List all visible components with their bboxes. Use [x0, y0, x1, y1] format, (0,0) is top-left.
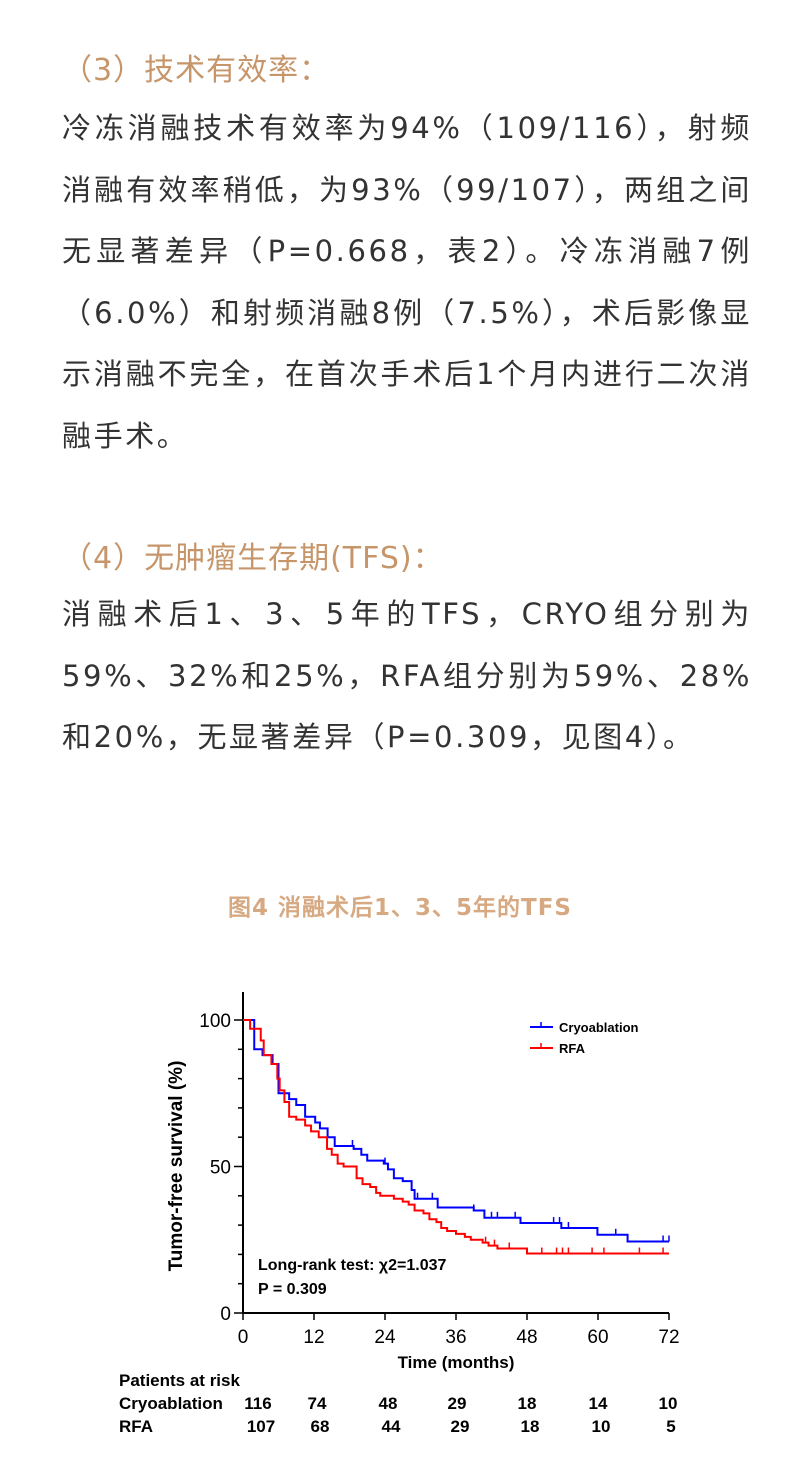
km-curve-rfa — [243, 1019, 669, 1255]
x-tick-label: 0 — [238, 1327, 249, 1348]
x-tick-label: 24 — [374, 1327, 396, 1348]
y-tick-label: 0 — [220, 1304, 231, 1325]
y-tick-label: 100 — [199, 1011, 231, 1032]
x-tick-label: 60 — [587, 1327, 608, 1348]
section-heading: （3）技术有效率： — [62, 53, 331, 88]
risk-value: 10 — [592, 1417, 611, 1436]
risk-value: 74 — [308, 1394, 327, 1413]
risk-value: 29 — [451, 1417, 470, 1436]
risk-value: 48 — [379, 1394, 398, 1413]
risk-value: 5 — [666, 1417, 675, 1436]
risk-value: 18 — [521, 1417, 540, 1436]
legend-label: RFA — [559, 1041, 586, 1056]
risk-value: 68 — [311, 1417, 330, 1436]
risk-value: 10 — [659, 1394, 678, 1413]
section-heading: （4）无肿瘤生存期(TFS)： — [62, 541, 444, 576]
risk-value: 14 — [589, 1394, 608, 1413]
paragraph: 冷冻消融技术有效率为94%（109/116），射频消融有效率稍低，为93%（99… — [62, 111, 752, 453]
risk-value: 18 — [518, 1394, 537, 1413]
annotation-test: Long-rank test: χ2=1.037 — [258, 1257, 446, 1274]
risk-row-label: RFA — [119, 1417, 153, 1436]
y-tick-label: 50 — [210, 1158, 231, 1179]
x-tick-label: 36 — [445, 1327, 466, 1348]
risk-value: 107 — [247, 1417, 275, 1436]
x-axis-label: Time (months) — [398, 1353, 515, 1372]
x-tick-label: 48 — [516, 1327, 537, 1348]
risk-table-title: Patients at risk — [119, 1371, 240, 1390]
annotation-p: P = 0.309 — [258, 1281, 327, 1298]
risk-value: 44 — [382, 1417, 401, 1436]
figure-caption: 图4 消融术后1、3、5年的TFS — [228, 895, 572, 921]
y-axis-label: Tumor-free survival (%) — [166, 1061, 187, 1272]
risk-value: 29 — [448, 1394, 467, 1413]
risk-value: 116 — [244, 1394, 271, 1413]
x-tick-label: 72 — [658, 1327, 679, 1348]
x-tick-label: 12 — [303, 1327, 324, 1348]
legend-label: Cryoablation — [559, 1020, 639, 1035]
paragraph: 消融术后1、3、5年的TFS，CRYO组分别为59%、32%和25%，RFA组分… — [62, 597, 752, 754]
risk-row-label: Cryoablation — [119, 1394, 223, 1413]
km-curve-cryoablation — [243, 1019, 669, 1243]
